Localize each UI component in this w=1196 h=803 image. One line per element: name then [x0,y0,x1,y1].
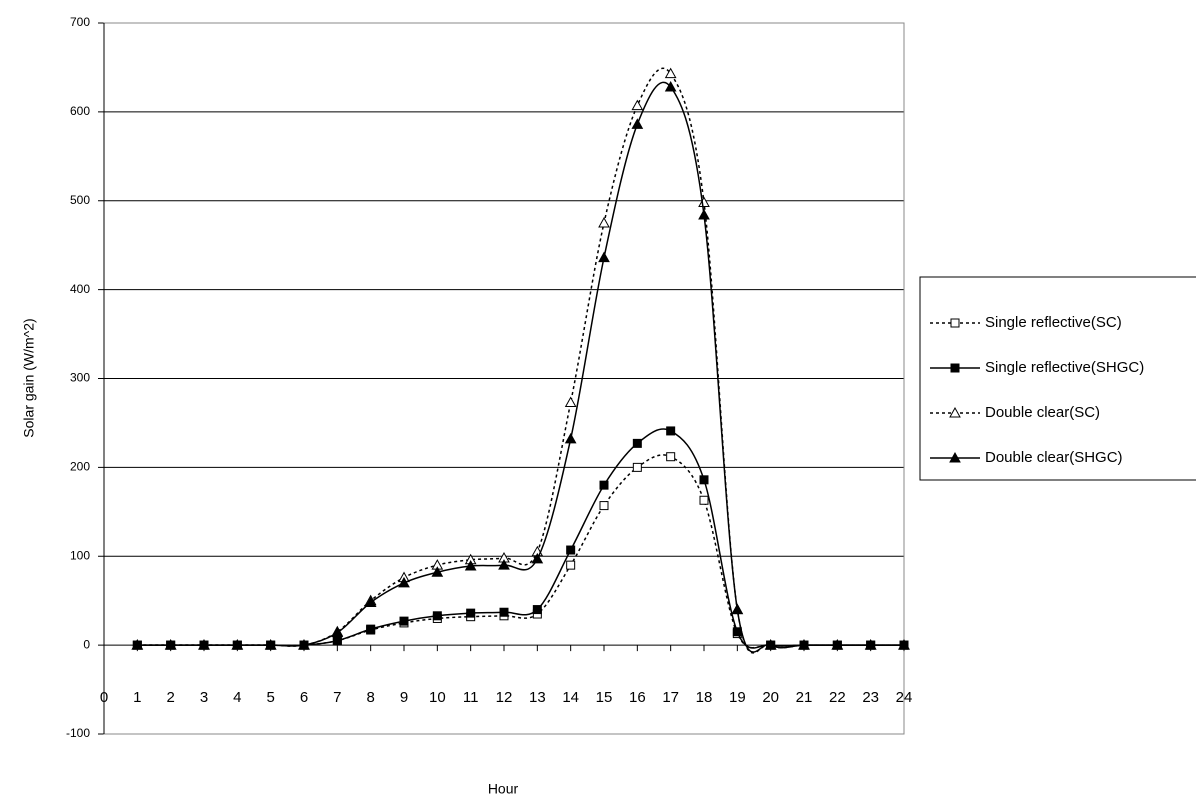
x-tick-label: 18 [696,689,713,706]
data-point [567,546,575,554]
x-tick-label: 7 [333,689,341,706]
data-point [700,476,708,484]
data-point [367,625,375,633]
y-tick-label: 300 [70,371,90,385]
x-tick-label: 15 [596,689,613,706]
data-point [667,427,675,435]
data-point [567,561,575,569]
x-tick-label: 12 [496,689,513,706]
data-point [500,608,508,616]
data-point [600,502,608,510]
data-point [733,628,741,636]
x-tick-label: 19 [729,689,746,706]
series-line [137,68,904,653]
x-tick-label: 3 [200,689,208,706]
x-tick-label: 21 [796,689,813,706]
x-tick-label: 6 [300,689,308,706]
y-tick-label: 700 [70,15,90,29]
legend-label: Double clear(SHGC) [985,449,1123,466]
x-tick-label: 13 [529,689,546,706]
x-tick-label: 8 [366,689,374,706]
series-line [137,455,904,648]
x-tick-label: 10 [429,689,446,706]
x-tick-label: 4 [233,689,241,706]
data-point [600,481,608,489]
x-tick-label: 2 [166,689,174,706]
legend-marker [951,319,959,327]
x-tick-label: 1 [133,689,141,706]
data-point [599,253,609,262]
data-point [632,101,642,110]
chart: Solar gain (W/m^2) Hour -100010020030040… [0,0,1196,803]
legend-marker [951,364,959,372]
y-tick-label: 100 [70,548,90,562]
x-axis-label: Hour [488,781,519,797]
legend-label: Single reflective(SC) [985,314,1122,331]
data-point [699,210,709,219]
y-tick-label: 200 [70,460,90,474]
data-point [467,609,475,617]
legend-label: Single reflective(SHGC) [985,359,1144,376]
data-point [566,397,576,406]
data-point [400,617,408,625]
series-line [137,82,904,652]
data-point [333,637,341,645]
x-tick-label: 11 [463,689,479,706]
series-line [137,429,904,648]
data-point [599,218,609,227]
x-tick-label: 23 [862,689,879,706]
x-tick-label: 16 [629,689,646,706]
data-point [700,496,708,504]
data-point [633,439,641,447]
x-tick-label: 17 [662,689,679,706]
data-point [632,119,642,128]
data-point [533,606,541,614]
data-point [433,612,441,620]
y-tick-label: 400 [70,282,90,296]
y-axis-label: Solar gain (W/m^2) [21,318,37,437]
y-tick-label: -100 [66,726,90,740]
x-tick-label: 14 [562,689,579,706]
y-tick-label: 0 [83,637,90,651]
x-tick-label: 22 [829,689,846,706]
legend-label: Double clear(SC) [985,404,1100,421]
x-tick-label: 5 [266,689,274,706]
y-tick-label: 600 [70,104,90,118]
x-tick-label: 20 [762,689,779,706]
x-tick-label: 24 [896,689,913,706]
y-tick-label: 500 [70,193,90,207]
data-point [732,605,742,614]
x-tick-label: 9 [400,689,408,706]
x-tick-label: 0 [100,689,108,706]
data-point [667,453,675,461]
data-point [566,434,576,443]
data-point [633,463,641,471]
data-point [699,198,709,207]
